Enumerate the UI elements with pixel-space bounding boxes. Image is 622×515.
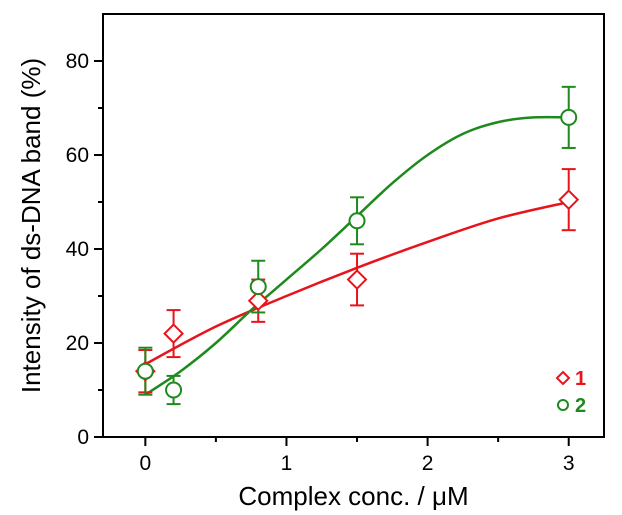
data-point-series-1 [247, 290, 269, 312]
data-point-series-1 [558, 189, 580, 211]
x-tick-label: 1 [281, 452, 293, 475]
data-markers [134, 108, 580, 399]
data-point-series-2 [348, 212, 366, 230]
y-axis-title: Intensity of ds-DNA band (%) [16, 58, 46, 393]
y-tick-label: 0 [77, 426, 89, 449]
x-tick-label: 0 [139, 452, 151, 475]
legend-label-2: 2 [575, 395, 586, 417]
x-tick-label: 3 [563, 452, 575, 475]
data-point-series-2 [249, 278, 267, 296]
data-point-series-2 [560, 108, 578, 126]
data-point-series-1 [346, 269, 368, 290]
legend-marker-1 [555, 370, 571, 386]
error-bars [138, 85, 576, 406]
y-tick-label: 60 [66, 144, 89, 167]
plot-frame [102, 13, 605, 438]
data-point-series-2 [136, 362, 154, 380]
legend: 12 [555, 368, 586, 417]
y-tick-label: 20 [66, 332, 89, 355]
legend-marker-2 [557, 399, 569, 411]
y-tick-label: 80 [66, 50, 89, 73]
axis-ticks: 0 1 2 3 0 20 40 60 80 [66, 50, 575, 475]
data-point-series-2 [165, 381, 183, 399]
plot-border [102, 13, 605, 438]
x-tick-label: 2 [422, 452, 434, 475]
data-point-series-1 [163, 323, 184, 345]
y-tick-label: 40 [66, 238, 89, 261]
legend-label-1: 1 [575, 368, 586, 390]
x-axis-title: Complex conc. / μM [238, 481, 468, 511]
